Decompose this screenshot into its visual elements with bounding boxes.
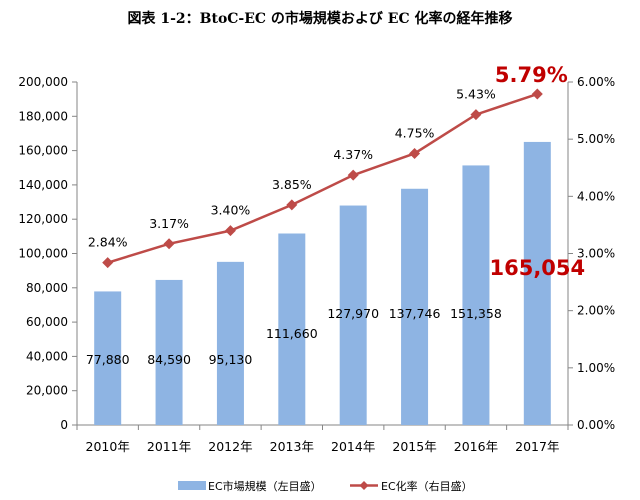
right-tick-label: 6.00% <box>577 75 615 89</box>
ec-rate-label: 3.85% <box>272 177 312 192</box>
chart-title: 図表 1-2：BtoC-EC の市場規模および EC 化率の経年推移 <box>127 11 513 27</box>
left-axis-ticks: 0 20,000 40,000 60,000 80,000 100,000 120,000 1… <box>18 75 77 432</box>
left-tick-label: 100,000 <box>18 247 68 261</box>
ec-market-bar <box>94 291 122 425</box>
legend-line-marker <box>359 481 369 490</box>
x-category-label: 2015年 <box>392 439 436 454</box>
x-axis-category-labels: 2010年 2011年 2012年 2013年 2014年 2015年 2016年 2017年 <box>76 425 569 454</box>
ec-rate-marker <box>470 109 482 121</box>
ec-market-bar <box>155 279 183 425</box>
left-tick-label: 120,000 <box>18 212 68 226</box>
ec-rate-label: 3.40% <box>211 203 251 218</box>
left-tick-label: 160,000 <box>18 144 68 158</box>
ec-rate-label-highlight: 5.79% <box>495 63 568 87</box>
right-tick-label: 2.00% <box>577 304 615 318</box>
right-tick-label: 3.00% <box>577 247 615 261</box>
ec-market-bar <box>523 141 551 426</box>
ec-rate-marker <box>347 169 359 181</box>
right-axis-ticks: 0.00% 1.00% 2.00% 3.00% 4.00% 5.00% 6.00% <box>568 75 615 432</box>
x-category-label: 2010年 <box>86 439 130 454</box>
ec-market-bar-label: 77,880 <box>86 352 130 367</box>
ec-market-bars <box>94 141 551 426</box>
ec-market-bar-labels: 77,880 84,590 95,130 111,660 127,970 137,746 1… <box>86 256 585 367</box>
ec-market-bar <box>278 233 306 425</box>
ec-market-bar-label: 95,130 <box>209 352 253 367</box>
x-category-label: 2011年 <box>147 439 191 454</box>
left-tick-label: 180,000 <box>18 109 68 123</box>
left-tick-label: 200,000 <box>18 75 68 89</box>
ec-market-bar-label: 137,746 <box>389 306 441 321</box>
left-tick-label: 0 <box>60 418 68 432</box>
x-category-label: 2017年 <box>515 439 559 454</box>
ec-rate-marker <box>163 238 175 250</box>
right-tick-label: 4.00% <box>577 189 615 203</box>
ec-rate-marker <box>286 199 298 211</box>
ec-market-bar-label: 127,970 <box>327 306 379 321</box>
ec-rate-marker <box>531 88 543 100</box>
ec-market-bar-label: 111,660 <box>266 326 318 341</box>
ec-rate-label: 4.75% <box>395 125 435 140</box>
right-tick-label: 0.00% <box>577 418 615 432</box>
ec-market-bar-label: 151,358 <box>450 306 502 321</box>
ec-rate-line-series <box>102 88 543 269</box>
left-tick-label: 80,000 <box>26 281 68 295</box>
ec-market-bar <box>462 165 490 426</box>
ec-market-bar <box>401 188 429 425</box>
left-tick-label: 40,000 <box>26 349 68 363</box>
ec-market-bar <box>339 205 367 425</box>
x-category-label: 2012年 <box>208 439 252 454</box>
ec-rate-marker <box>102 257 114 269</box>
x-category-label: 2014年 <box>331 439 375 454</box>
left-tick-label: 140,000 <box>18 178 68 192</box>
legend-line-label: EC化率（右目盛） <box>381 479 473 493</box>
ec-rate-marker <box>224 225 236 237</box>
x-category-label: 2013年 <box>270 439 314 454</box>
ec-rate-label: 4.37% <box>333 147 373 162</box>
right-tick-label: 5.00% <box>577 132 615 146</box>
ec-market-bar-label: 84,590 <box>147 352 191 367</box>
x-category-label: 2016年 <box>454 439 498 454</box>
ec-market-bar-label-highlight: 165,054 <box>489 256 585 280</box>
ec-rate-line <box>107 92 538 264</box>
legend-bar-swatch <box>178 481 206 490</box>
ec-rate-label: 3.17% <box>149 216 189 231</box>
left-tick-label: 60,000 <box>26 315 68 329</box>
right-tick-label: 1.00% <box>577 361 615 375</box>
legend-bar-label: EC市場規模（左目盛） <box>208 479 322 493</box>
ec-rate-label: 2.84% <box>88 235 128 250</box>
legend: EC市場規模（左目盛） EC化率（右目盛） <box>178 479 473 493</box>
ec-rate-label: 5.43% <box>456 87 496 102</box>
ec-rate-point-labels: 2.84% 3.17% 3.40% 3.85% 4.37% 4.75% 5.43%5.79% <box>88 63 568 250</box>
ec-rate-marker <box>409 147 421 159</box>
ec-market-bar <box>216 261 244 425</box>
left-tick-label: 20,000 <box>26 384 68 398</box>
